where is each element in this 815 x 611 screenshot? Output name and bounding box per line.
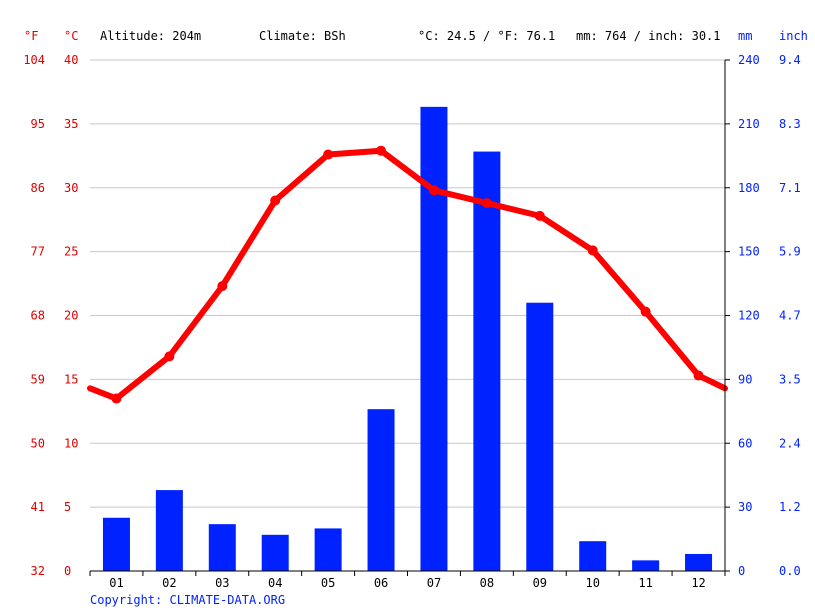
fahrenheit-tick-label: 50: [31, 436, 45, 450]
inch-unit-label: inch: [779, 29, 808, 43]
temperature-point: [111, 393, 122, 404]
inch-tick-label: 7.1: [779, 181, 801, 195]
fahrenheit-unit-label: °F: [24, 29, 38, 43]
month-tick-label: 12: [691, 576, 705, 590]
inch-tick-label: 5.9: [779, 245, 801, 259]
tick-labels: 32 0 0 0.041 5 30 1.250 10 60 2.459 15 90 3.568 20 120…: [23, 53, 800, 590]
precipitation-bar: [367, 409, 395, 571]
precipitation-bar: [155, 490, 183, 571]
precipitation-total-label: mm: 764 / inch: 30.1: [576, 29, 721, 43]
fahrenheit-tick-label: 104: [23, 53, 45, 67]
inch-tick-label: 1.2: [779, 500, 801, 514]
precipitation-bar: [632, 560, 660, 571]
temperature-point: [481, 198, 492, 209]
month-tick-label: 06: [374, 576, 388, 590]
fahrenheit-tick-label: 77: [31, 245, 45, 259]
mm-tick-label: 210: [738, 117, 760, 131]
mm-tick-label: 0: [738, 564, 745, 578]
celsius-tick-label: 35: [64, 117, 78, 131]
fahrenheit-tick-label: 68: [31, 309, 45, 323]
mm-tick-label: 120: [738, 309, 760, 323]
altitude-label: Altitude: 204m: [100, 29, 201, 43]
celsius-tick-label: 25: [64, 245, 78, 259]
fahrenheit-tick-label: 86: [31, 181, 45, 195]
temperature-point: [376, 145, 387, 156]
fahrenheit-tick-label: 95: [31, 117, 45, 131]
climate-label: Climate: BSh: [259, 29, 346, 43]
precipitation-bar: [420, 106, 448, 571]
celsius-tick-label: 40: [64, 53, 78, 67]
temperature-point: [164, 351, 175, 362]
month-tick-label: 05: [321, 576, 335, 590]
month-tick-label: 07: [427, 576, 441, 590]
celsius-tick-label: 5: [64, 500, 71, 514]
fahrenheit-tick-label: 59: [31, 372, 45, 386]
month-tick-label: 02: [162, 576, 176, 590]
mm-unit-label: mm: [738, 29, 752, 43]
month-tick-label: 04: [268, 576, 282, 590]
precipitation-bar: [685, 553, 713, 571]
inch-tick-label: 9.4: [779, 53, 801, 67]
celsius-unit-label: °C: [64, 29, 78, 43]
temperature-point: [640, 306, 651, 317]
gridlines: [90, 59, 725, 508]
precipitation-bar: [102, 517, 130, 571]
mm-tick-label: 30: [738, 500, 752, 514]
month-tick-label: 01: [109, 576, 123, 590]
inch-tick-label: 0.0: [779, 564, 801, 578]
mm-tick-label: 90: [738, 372, 752, 386]
inch-tick-label: 3.5: [779, 372, 801, 386]
precipitation-bar: [314, 528, 342, 571]
temperature-polyline: [87, 147, 728, 402]
temperature-point: [270, 195, 281, 206]
temperature-point: [587, 245, 598, 256]
inch-tick-label: 2.4: [779, 436, 801, 450]
month-tick-label: 08: [480, 576, 494, 590]
mm-tick-label: 180: [738, 181, 760, 195]
celsius-tick-label: 30: [64, 181, 78, 195]
celsius-tick-label: 10: [64, 436, 78, 450]
precipitation-bar: [579, 541, 607, 571]
temperature-point: [217, 281, 228, 292]
month-tick-label: 03: [215, 576, 229, 590]
celsius-tick-label: 15: [64, 372, 78, 386]
temperature-point: [323, 149, 334, 160]
temperature-point: [428, 185, 439, 196]
inch-tick-label: 4.7: [779, 309, 801, 323]
inch-tick-label: 8.3: [779, 117, 801, 131]
mm-tick-label: 150: [738, 245, 760, 259]
temperature-point: [693, 370, 704, 381]
precipitation-bar: [208, 524, 236, 571]
fahrenheit-tick-label: 41: [31, 500, 45, 514]
mm-tick-label: 240: [738, 53, 760, 67]
month-tick-label: 11: [638, 576, 652, 590]
fahrenheit-tick-label: 32: [31, 564, 45, 578]
precipitation-bar: [261, 534, 289, 571]
month-tick-label: 09: [533, 576, 547, 590]
temperature-line: [87, 145, 728, 404]
temperature-point: [534, 210, 545, 221]
average-temperature-label: °C: 24.5 / °F: 76.1: [418, 29, 555, 43]
celsius-tick-label: 20: [64, 309, 78, 323]
precipitation-bar: [473, 151, 501, 571]
precipitation-bar: [526, 302, 554, 571]
copyright-link[interactable]: Copyright: CLIMATE-DATA.ORG: [90, 593, 285, 607]
celsius-tick-label: 0: [64, 564, 71, 578]
axes: [89, 59, 730, 576]
month-tick-label: 10: [585, 576, 599, 590]
mm-tick-label: 60: [738, 436, 752, 450]
precipitation-bars: [102, 106, 713, 571]
